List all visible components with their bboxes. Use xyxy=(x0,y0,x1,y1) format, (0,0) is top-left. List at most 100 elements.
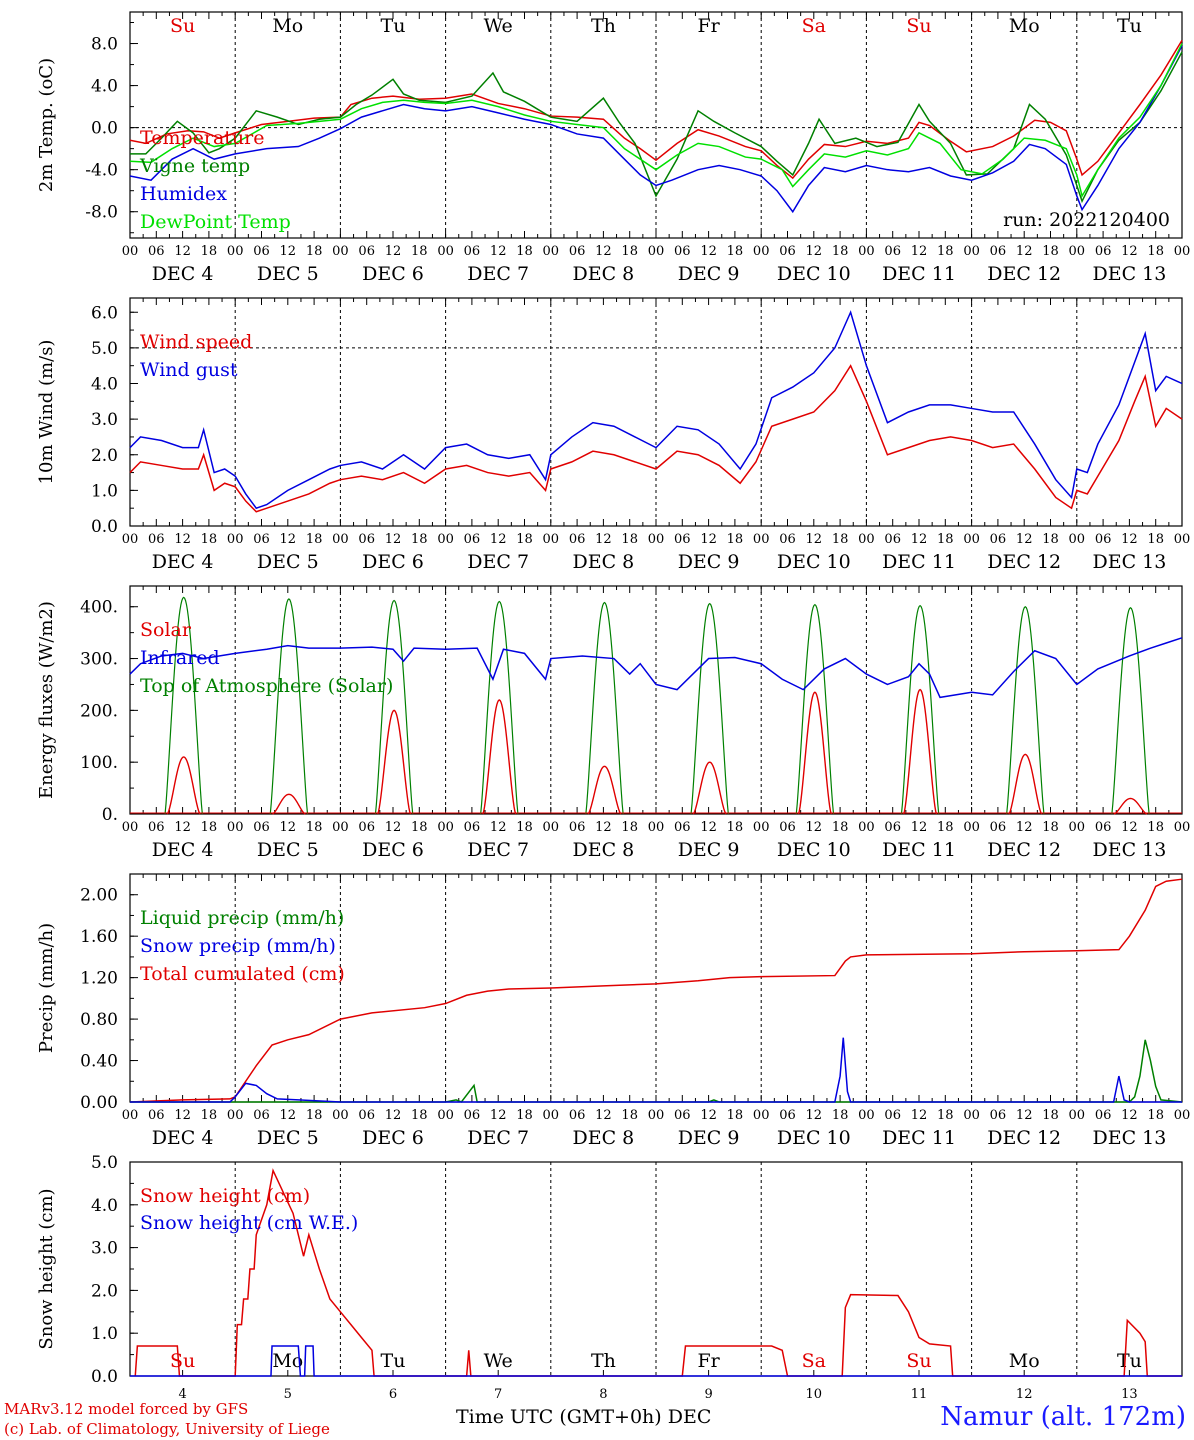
hour-tick-label: 06 xyxy=(253,1108,270,1123)
hour-tick-label: 18 xyxy=(516,532,533,547)
legend-entry: Wind speed xyxy=(140,331,252,353)
hour-tick-label: 12 xyxy=(595,820,612,835)
day-label: Tu xyxy=(381,15,406,37)
y-tick-label: 3.0 xyxy=(91,410,118,430)
legend-entry: Infrared xyxy=(140,647,220,669)
station-label: Namur (alt. 172m) xyxy=(940,1402,1186,1432)
hour-tick-label: 18 xyxy=(1042,820,1059,835)
bottom-date-label: 11 xyxy=(911,1387,928,1402)
hour-tick-label: 12 xyxy=(806,820,823,835)
hour-tick-label: 12 xyxy=(806,244,823,259)
hour-tick-label: 00 xyxy=(122,1108,139,1123)
day-label: Sa xyxy=(802,15,826,37)
hour-tick-label: 06 xyxy=(148,532,165,547)
hour-tick-label: 12 xyxy=(700,532,717,547)
bottom-date-label: 9 xyxy=(704,1387,712,1402)
solar-day xyxy=(1113,797,1148,815)
hour-tick-label: 12 xyxy=(595,1108,612,1123)
legend-entry: Total cumulated (cm) xyxy=(140,963,345,985)
y-tick-label: 3.0 xyxy=(91,1239,118,1259)
toa-solar-day xyxy=(1006,605,1045,815)
hour-tick-label: 12 xyxy=(700,1108,717,1123)
bottom-date-label: 7 xyxy=(494,1387,502,1402)
y-axis-label: Energy fluxes (W/m2) xyxy=(36,601,57,799)
date-label: DEC 5 xyxy=(257,263,319,285)
hour-tick-label: 12 xyxy=(806,532,823,547)
hour-tick-label: 06 xyxy=(464,1108,481,1123)
hour-tick-label: 06 xyxy=(884,1108,901,1123)
hour-tick-label: 00 xyxy=(227,532,244,547)
hour-tick-label: 00 xyxy=(437,244,454,259)
hour-tick-label: 06 xyxy=(148,244,165,259)
solar-day xyxy=(797,691,833,815)
date-label: DEC 6 xyxy=(362,839,424,861)
hour-tick-label: 18 xyxy=(621,1108,638,1123)
hour-tick-label: 12 xyxy=(1016,532,1033,547)
hour-tick-label: 18 xyxy=(832,532,849,547)
hour-tick-label: 00 xyxy=(648,532,665,547)
y-tick-label: 5.0 xyxy=(91,1153,118,1173)
day-label: Tu xyxy=(1117,15,1142,37)
hour-tick-label: 00 xyxy=(858,820,875,835)
hour-tick-label: 18 xyxy=(411,244,428,259)
y-tick-label: 1.20 xyxy=(80,969,118,989)
solar-day xyxy=(692,761,727,815)
hour-tick-label: 00 xyxy=(1069,244,1086,259)
y-tick-label: -8.0 xyxy=(85,203,118,223)
hour-tick-label: 06 xyxy=(569,1108,586,1123)
x-axis-title-text: Time UTC (GMT+0h) xyxy=(456,1406,662,1428)
hour-tick-label: 00 xyxy=(858,1108,875,1123)
date-label: DEC 9 xyxy=(678,263,740,285)
y-tick-label: 5.0 xyxy=(91,339,118,359)
y-tick-label: 6.0 xyxy=(91,303,118,323)
hour-tick-label: 12 xyxy=(385,532,402,547)
hour-tick-label: 12 xyxy=(385,820,402,835)
hour-tick-label: 12 xyxy=(280,1108,297,1123)
run-label: run: 2022120400 xyxy=(1003,209,1170,231)
hour-tick-label: 18 xyxy=(937,820,954,835)
y-tick-label: 2.0 xyxy=(91,446,118,466)
y-axis-label: Snow height (cm) xyxy=(36,1188,57,1349)
hour-tick-label: 00 xyxy=(543,820,560,835)
hour-tick-label: 06 xyxy=(1095,244,1112,259)
hour-tick-label: 00 xyxy=(332,244,349,259)
hour-tick-label: 06 xyxy=(990,532,1007,547)
y-tick-label: 8.0 xyxy=(91,35,118,55)
hour-tick-label: 06 xyxy=(884,820,901,835)
date-label: DEC 8 xyxy=(573,551,635,573)
hour-tick-label: 00 xyxy=(122,532,139,547)
date-label: DEC 4 xyxy=(152,551,214,573)
y-tick-label: 100. xyxy=(80,753,118,773)
hour-tick-label: 12 xyxy=(490,532,507,547)
hour-tick-label: 00 xyxy=(648,1108,665,1123)
y-tick-label: 0.0 xyxy=(91,517,118,537)
hour-tick-label: 06 xyxy=(990,820,1007,835)
hour-tick-label: 06 xyxy=(358,532,375,547)
hour-tick-label: 06 xyxy=(884,532,901,547)
bottom-date-label: 12 xyxy=(1016,1387,1033,1402)
hour-tick-label: 00 xyxy=(227,820,244,835)
solar-day xyxy=(1008,753,1043,815)
solar-day xyxy=(902,688,938,815)
date-label: DEC 7 xyxy=(467,839,529,861)
hour-tick-label: 18 xyxy=(411,532,428,547)
date-label: DEC 9 xyxy=(678,1127,740,1149)
hour-tick-label: 18 xyxy=(306,820,323,835)
hour-tick-label: 12 xyxy=(911,244,928,259)
date-label: DEC 11 xyxy=(882,263,956,285)
y-tick-label: 0.0 xyxy=(91,1367,118,1387)
bottom-day-label: Su xyxy=(170,1350,195,1372)
hour-tick-label: 12 xyxy=(280,820,297,835)
y-tick-label: 4.0 xyxy=(91,375,118,395)
bottom-date-label: 13 xyxy=(1121,1387,1138,1402)
panel-energy: 00 06 12 18 DEC 4 00 06 12 18 DEC 5 00 06 12 18 DEC 6 0… xyxy=(36,585,1190,861)
date-label: DEC 9 xyxy=(678,551,740,573)
hour-tick-label: 12 xyxy=(595,244,612,259)
hour-tick-label: 18 xyxy=(832,820,849,835)
date-label: DEC 10 xyxy=(777,263,851,285)
hour-tick-label: 00 xyxy=(648,820,665,835)
hour-tick-label: 00 xyxy=(1174,532,1191,547)
legend-entry: Temperature xyxy=(140,127,264,149)
solar-day xyxy=(166,756,201,815)
